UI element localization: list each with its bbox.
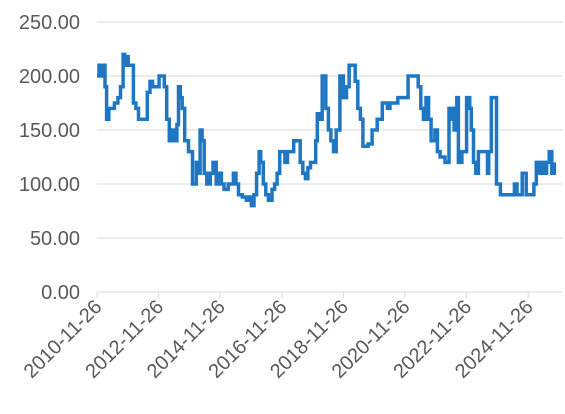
x-axis-tick-labels: 2010-11-262012-11-262014-11-262016-11-26…: [20, 296, 538, 383]
y-tick-label: 0.00: [41, 282, 80, 304]
series-line: [97, 52, 557, 208]
y-tick-label: 150.00: [19, 120, 80, 142]
y-tick-label: 200.00: [19, 66, 80, 88]
x-axis: [96, 291, 562, 298]
y-tick-label: 50.00: [30, 228, 80, 250]
y-tick-label: 250.00: [19, 12, 80, 34]
series-group: [97, 52, 557, 208]
y-axis-tick-labels: 0.00 50.00 100.00 150.00 200.00 250.00: [19, 12, 80, 304]
y-tick-label: 100.00: [19, 174, 80, 196]
